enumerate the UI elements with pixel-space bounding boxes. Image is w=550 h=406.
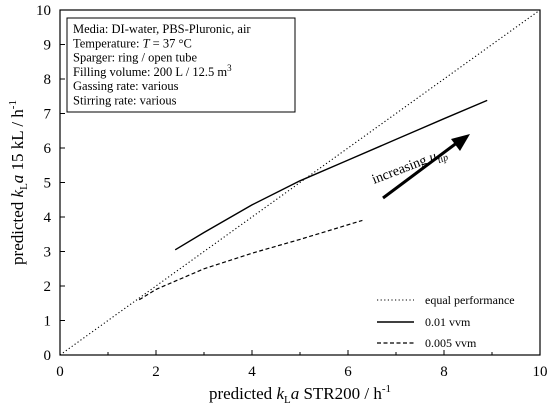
info-line: Media: DI-water, PBS-Pluronic, air bbox=[73, 22, 251, 36]
x-axis-label: predicted kLa STR200 / h-1 bbox=[209, 383, 391, 406]
annotation-arrow-head bbox=[451, 134, 470, 151]
x-tick-label: 4 bbox=[248, 364, 256, 380]
info-line: Sparger: ring / open tube bbox=[73, 51, 197, 65]
y-tick-label: 0 bbox=[44, 348, 52, 364]
y-tick-label: 9 bbox=[44, 38, 52, 54]
info-line: Stirring rate: various bbox=[73, 94, 177, 108]
legend-label: 0.005 vvm bbox=[425, 336, 477, 350]
info-line: Gassing rate: various bbox=[73, 79, 179, 93]
y-tick-label: 7 bbox=[44, 107, 52, 123]
x-tick-label: 8 bbox=[440, 364, 448, 380]
y-tick-label: 4 bbox=[44, 210, 52, 226]
y-tick-label: 6 bbox=[44, 141, 52, 157]
y-tick-label: 5 bbox=[44, 176, 52, 192]
x-tick-label: 0 bbox=[56, 364, 64, 380]
info-box bbox=[66, 17, 296, 113]
y-tick-label: 3 bbox=[44, 245, 52, 261]
series-line-0-01-vvm bbox=[174, 99, 488, 251]
legend-label: 0.01 vvm bbox=[425, 315, 471, 329]
y-tick-label: 2 bbox=[44, 279, 52, 295]
y-tick-label: 10 bbox=[36, 3, 51, 19]
series-line-0-005-vvm bbox=[138, 219, 363, 301]
y-axis-label: predicted kLa 15 kL / h-1 bbox=[7, 100, 30, 265]
y-tick-label: 8 bbox=[44, 72, 52, 88]
x-tick-label: 2 bbox=[152, 364, 160, 380]
x-tick-label: 6 bbox=[344, 364, 352, 380]
y-tick-label: 1 bbox=[44, 314, 52, 330]
series-line-equal-performance bbox=[59, 9, 541, 356]
info-line: Filling volume: 200 L / 12.5 m3 bbox=[73, 63, 232, 79]
info-line: Temperature: T = 37 °C bbox=[73, 36, 192, 50]
legend-label: equal performance bbox=[425, 293, 515, 307]
annotation-text: increasing utip bbox=[370, 146, 450, 191]
x-tick-label: 10 bbox=[533, 364, 548, 380]
annotation-arrow-shaft bbox=[382, 140, 459, 200]
